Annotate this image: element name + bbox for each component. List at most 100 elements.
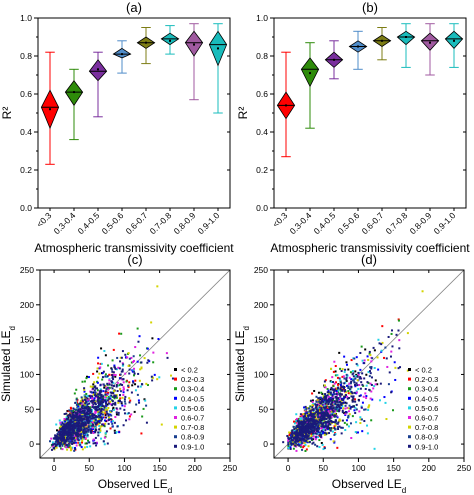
scatter-point [327,413,330,416]
legend-label: 0.3-0.4 [415,385,438,394]
scatter-point [380,350,383,353]
scatter-point [303,428,306,431]
scatter-point [326,427,329,430]
scatter-point [288,443,291,446]
scatter-point [299,442,302,445]
scatter-point [77,417,80,420]
scatter-point [333,389,336,392]
scatter-point [365,397,368,400]
scatter-point [294,444,297,447]
scatter-point [137,372,140,375]
legend-label: 0.9-1.0 [181,442,204,451]
scatter-point [357,399,360,402]
scatter-point [75,414,78,417]
scatter-point [57,437,60,440]
scatter-point [346,423,349,426]
scatter-point [320,399,323,402]
scatter-point [291,439,294,442]
scatter-point [61,438,64,441]
scatter-point [304,405,307,408]
scatter-point [316,409,319,412]
scatter-point [301,417,304,420]
legend-label: 0.6-0.7 [415,414,438,423]
scatter-point [85,415,88,418]
scatter-point [342,398,345,401]
scatter-point [312,422,315,425]
legend-label: 0.2-0.3 [181,375,204,384]
scatter-point [100,424,103,427]
scatter-point [349,371,352,374]
scatter-point [112,381,115,384]
x-tick-label: 200 [188,463,202,473]
scatter-point [323,413,326,416]
scatter-point [106,396,109,399]
mean-marker [429,41,431,44]
scatter-point [306,431,309,434]
scatter-point [59,430,62,433]
legend-label: 0.7-0.8 [181,423,204,432]
scatter-point [304,424,307,427]
scatter-point [62,427,65,430]
scatter-point [77,410,80,413]
scatter-point [343,370,346,373]
scatter-point [323,447,326,450]
scatter-point [69,413,72,416]
scatter-point [132,370,135,373]
scatter-point [312,409,315,412]
scatter-point [322,422,325,425]
scatter-point [308,426,311,429]
scatter-point [87,426,90,429]
scatter-point [333,421,336,424]
x-axis-label-sub: d [168,486,172,495]
scatter-point [69,406,72,409]
y-tick-label: 0 [29,439,34,449]
scatter-point [301,427,304,430]
scatter-point [329,397,332,400]
scatter-point [60,443,63,446]
scatter-point [94,403,97,406]
scatter-point [297,433,300,436]
scatter-point [93,389,96,392]
scatter-point [297,424,300,427]
scatter-point [330,412,333,415]
scatter-point [350,359,353,362]
scatter-point [309,414,312,417]
scatter-point [332,397,335,400]
scatter-point [74,437,77,440]
scatter-point [339,419,342,422]
scatter-point [300,435,303,438]
scatter-point [127,386,130,389]
scatter-point [104,393,107,396]
panel-label: (a) [126,0,142,15]
scatter-point [53,447,56,450]
scatter-point [80,424,83,427]
scatter-point [299,430,302,433]
scatter-point [92,391,95,394]
scatter-point [79,404,82,407]
scatter-point [71,442,74,445]
scatter-point [78,416,81,419]
scatter-point [131,369,134,372]
scatter-point [96,381,99,384]
scatter-point [109,397,112,400]
scatter-point [298,429,301,432]
scatter-point [97,422,100,425]
scatter-point [316,445,319,448]
scatter-point [306,416,309,419]
scatter-point [306,407,309,410]
scatter-point [54,444,57,447]
scatter-point [117,401,120,404]
scatter-point [310,413,313,416]
scatter-point [150,375,153,378]
scatter-point [132,380,135,383]
scatter-point [309,428,312,431]
scatter-point [321,398,324,401]
scatter-point [89,411,92,414]
scatter-point [119,360,122,363]
scatter-point [311,392,314,395]
scatter-point [302,434,305,437]
scatter-point [332,370,335,373]
scatter-point [108,382,111,385]
scatter-point [111,395,114,398]
scatter-point [94,412,97,415]
